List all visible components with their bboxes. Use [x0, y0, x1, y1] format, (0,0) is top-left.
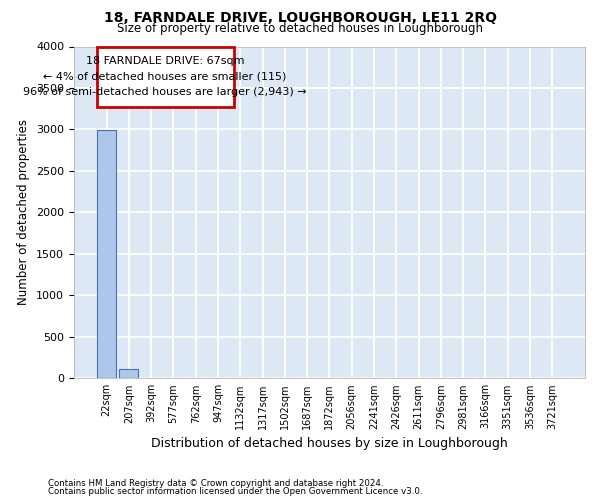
Text: Contains public sector information licensed under the Open Government Licence v3: Contains public sector information licen… — [48, 487, 422, 496]
Text: 18 FARNDALE DRIVE: 67sqm
← 4% of detached houses are smaller (115)
96% of semi-d: 18 FARNDALE DRIVE: 67sqm ← 4% of detache… — [23, 56, 307, 98]
Y-axis label: Number of detached properties: Number of detached properties — [17, 120, 31, 306]
Bar — [119, 369, 139, 378]
FancyBboxPatch shape — [97, 46, 233, 107]
Text: Size of property relative to detached houses in Loughborough: Size of property relative to detached ho… — [117, 22, 483, 35]
X-axis label: Distribution of detached houses by size in Loughborough: Distribution of detached houses by size … — [151, 437, 508, 450]
Text: Contains HM Land Registry data © Crown copyright and database right 2024.: Contains HM Land Registry data © Crown c… — [48, 478, 383, 488]
Bar — [97, 130, 116, 378]
Text: 18, FARNDALE DRIVE, LOUGHBOROUGH, LE11 2RQ: 18, FARNDALE DRIVE, LOUGHBOROUGH, LE11 2… — [104, 11, 497, 25]
